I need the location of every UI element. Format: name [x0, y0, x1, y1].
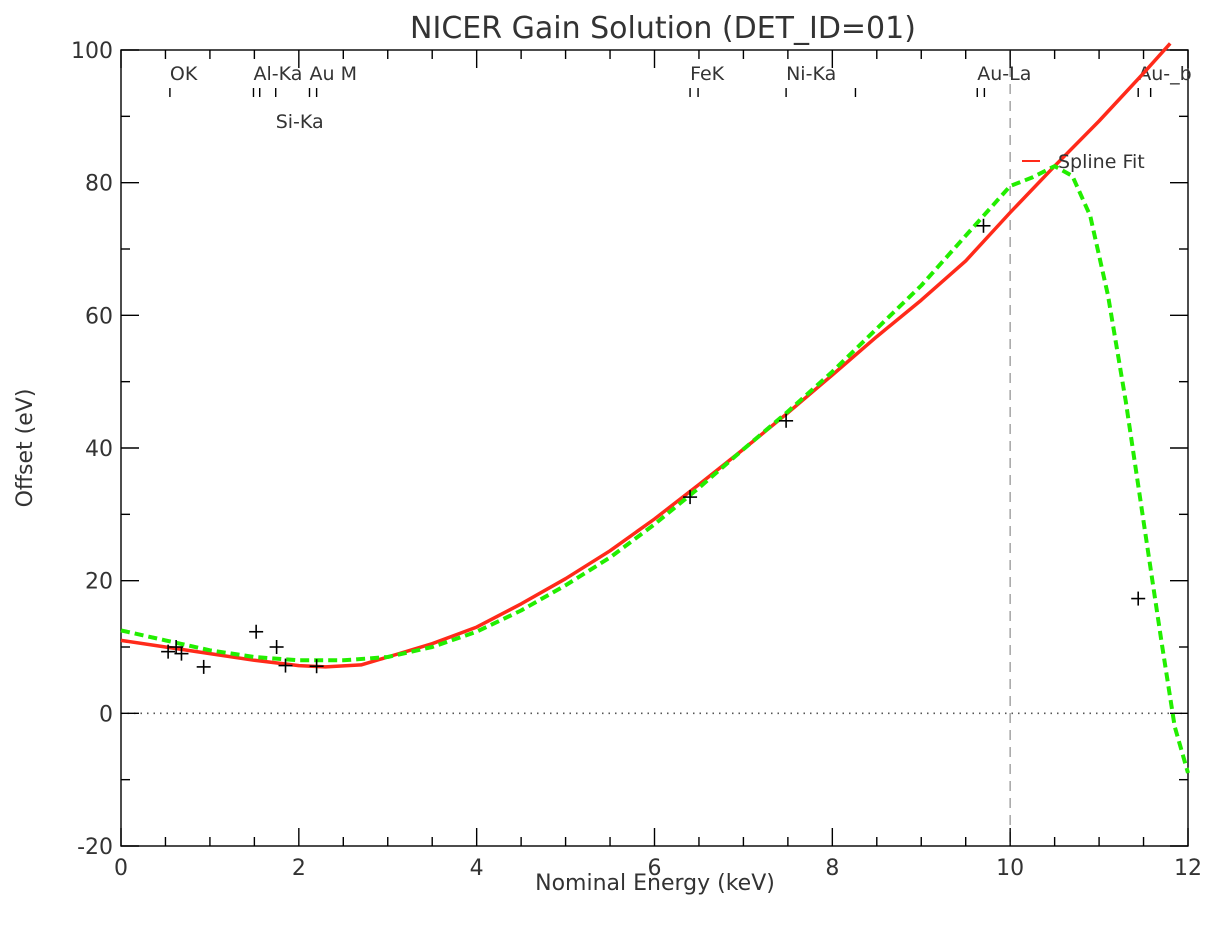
x-tick-label: 12	[1174, 856, 1202, 881]
line-marker-label: Au M	[310, 63, 357, 85]
y-tick-label: 60	[85, 304, 113, 329]
line-markers: OK Al-Ka Si-Ka Au M FeK Ni-Ka Au-La Au-_b	[169, 63, 1192, 133]
line-marker-label: OK	[170, 63, 198, 85]
x-tick-label: 4	[470, 856, 484, 881]
series-spline-fit	[120, 42, 1172, 669]
y-axis-label: Offset (eV)	[13, 389, 38, 508]
data-point	[309, 659, 324, 674]
line-marker-label: Au-_b	[1138, 63, 1191, 85]
data-point	[196, 659, 211, 674]
y-tick-label: 100	[71, 39, 113, 64]
legend: Spline Fit	[1022, 151, 1145, 173]
x-tick-label: 8	[825, 856, 839, 881]
data-point	[1131, 591, 1146, 606]
line-marker-label: Au-La	[977, 63, 1031, 85]
legend-label: Spline Fit	[1058, 151, 1145, 173]
plot-frame	[120, 49, 1189, 847]
reference-lines	[121, 50, 1188, 846]
line-marker-label: Ni-Ka	[786, 63, 836, 85]
data-point	[174, 646, 189, 661]
y-tick-label: -20	[77, 835, 113, 860]
line-marker-label: Si-Ka	[276, 111, 324, 133]
chart-title: NICER Gain Solution (DET_ID=01)	[410, 11, 916, 46]
y-tick-label: 20	[85, 570, 113, 595]
data-point	[161, 644, 176, 659]
x-tick-label: 10	[996, 856, 1024, 881]
line-marker-label: FeK	[690, 63, 725, 85]
x-tick-label: 6	[648, 856, 662, 881]
x-tick-label: 0	[114, 856, 128, 881]
data-point	[976, 218, 991, 233]
data-points	[161, 218, 1146, 674]
series-dashed-green	[120, 164, 1190, 774]
data-point	[779, 413, 794, 428]
series-lines	[120, 42, 1190, 774]
axis-ticks	[120, 49, 1189, 847]
data-point	[269, 640, 284, 654]
x-tick-label: 2	[292, 856, 306, 881]
y-tick-label: 40	[85, 437, 113, 462]
y-tick-label: 0	[99, 702, 113, 727]
line-marker-label: Al-Ka	[253, 63, 302, 85]
x-axis-label: Nominal Energy (keV)	[535, 871, 775, 896]
data-point	[249, 624, 264, 639]
y-tick-label: 80	[85, 172, 113, 197]
data-point	[278, 658, 293, 673]
data-point	[683, 490, 698, 505]
